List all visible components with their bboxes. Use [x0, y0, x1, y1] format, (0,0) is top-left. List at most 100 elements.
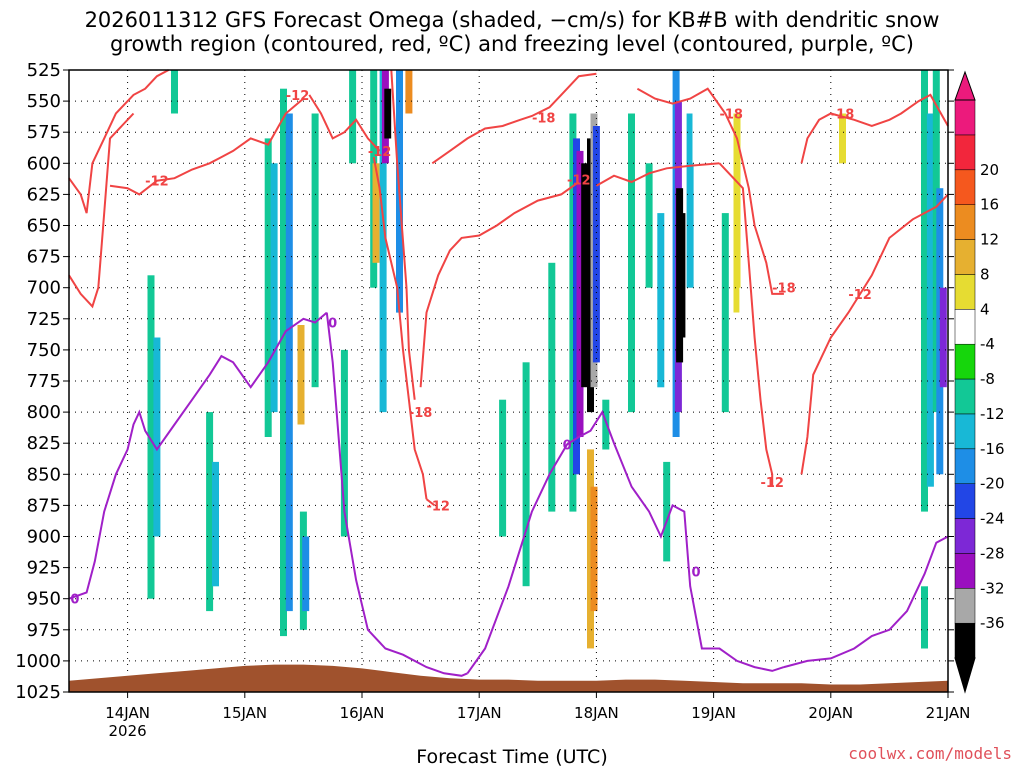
omega-cell — [411, 163, 419, 537]
omega-cell — [780, 70, 788, 263]
omega-cell — [153, 337, 161, 537]
y-tick-label: 650 — [27, 216, 61, 237]
colorbar-label: -24 — [980, 510, 1005, 528]
omega-cell — [698, 113, 706, 388]
x-tick-label: 17JAN — [457, 704, 502, 722]
colorbar-label: 20 — [980, 161, 999, 179]
omega-cell — [212, 461, 219, 587]
colorbar-label: 4 — [980, 300, 990, 318]
omega-cell — [311, 113, 319, 388]
omega-cell — [340, 349, 348, 537]
omega-cell — [171, 70, 178, 114]
y-tick-label: 925 — [27, 558, 61, 579]
omega-cell — [850, 70, 858, 176]
omega-cell — [628, 113, 635, 413]
omega-cell — [590, 486, 598, 612]
colorbar-arrow-high — [954, 70, 976, 101]
contour-label: -12 — [848, 288, 872, 303]
colorbar-label: -12 — [980, 405, 1005, 423]
colorbar-label: 12 — [980, 231, 999, 249]
y-tick-label: 875 — [27, 495, 61, 516]
colorbar-swatch — [954, 553, 976, 589]
colorbar-swatch — [954, 518, 976, 554]
omega-cell — [733, 113, 741, 313]
dgz-contour — [800, 193, 949, 475]
y-tick-label: 625 — [27, 184, 61, 205]
dgz-contour — [419, 181, 580, 388]
colorbar-swatch — [954, 448, 976, 484]
omega-cell — [663, 461, 671, 562]
omega-cell — [147, 275, 155, 599]
freezing-level-contour — [325, 312, 468, 677]
dgz-contour — [425, 498, 436, 507]
gridlines — [69, 70, 948, 692]
dgz-contour — [800, 93, 949, 164]
contour-label: 0 — [691, 565, 700, 580]
colorbar-swatch — [954, 483, 976, 519]
y-tick-label: 700 — [27, 278, 61, 299]
colorbar-label: -28 — [980, 544, 1005, 562]
omega-cell — [358, 113, 366, 562]
omega-cell — [721, 213, 729, 413]
colorbar-swatch — [954, 204, 976, 240]
plot-frame — [68, 69, 949, 693]
omega-cell — [103, 113, 110, 164]
colorbar-swatch — [954, 343, 976, 380]
colorbar-swatch — [954, 99, 976, 136]
omega-cell — [657, 213, 665, 388]
colorbar-swatch — [954, 588, 976, 624]
credit-text: coolwx.com/models — [848, 744, 1012, 763]
omega-cell — [548, 262, 556, 512]
x-tick-label: 15JAN — [222, 704, 267, 722]
y-tick-label: 750 — [27, 340, 61, 361]
omega-cell — [616, 70, 624, 214]
omega-cell — [223, 437, 231, 574]
y-tick-label: 800 — [27, 402, 61, 423]
contour-label: -12 — [368, 145, 392, 160]
chart-title-line-2: growth region (contoured, red, ºC) and f… — [110, 32, 914, 56]
y-tick-label: 1025 — [15, 682, 61, 703]
omega-cell — [868, 113, 876, 226]
dgz-contour — [68, 112, 135, 309]
omega-cell — [235, 213, 243, 313]
omega-cell — [499, 399, 507, 537]
omega-cell — [569, 113, 577, 512]
omega-cell — [285, 113, 293, 612]
colorbar-swatch — [954, 309, 976, 345]
contour-label: -12 — [760, 476, 784, 491]
omega-cell — [739, 287, 747, 363]
contour-label: -12 — [426, 499, 450, 514]
omega-cell — [921, 70, 928, 512]
x-tick-label: 18JAN — [574, 704, 619, 722]
omega-cell — [576, 150, 584, 437]
colorbar-swatch — [954, 134, 976, 171]
dgz-contour — [390, 69, 416, 400]
omega-cell — [384, 88, 392, 139]
omega-cell — [745, 213, 753, 462]
y-tick-label: 575 — [27, 122, 61, 143]
colorbar-label: 16 — [980, 196, 999, 214]
omega-shading — [79, 70, 947, 649]
omega-cell — [692, 70, 700, 164]
dgz-contour — [109, 97, 305, 196]
y-tick-label: 900 — [27, 527, 61, 548]
colorbar-swatch — [954, 378, 976, 415]
y-tick-label: 675 — [27, 247, 61, 268]
colorbar-swatch — [954, 274, 976, 310]
omega-cell — [926, 113, 934, 487]
contour-label: -18 — [772, 282, 796, 297]
colorbar-swatch — [954, 169, 976, 205]
omega-cell — [379, 70, 387, 413]
contour-label: 0 — [328, 317, 337, 332]
omega-cell — [939, 287, 947, 388]
colorbar-label: -4 — [980, 335, 995, 353]
x-tick-label: 14JAN — [105, 704, 150, 722]
omega-cell — [391, 70, 399, 226]
omega-cell — [686, 113, 694, 288]
freezing-level-contour — [466, 409, 785, 674]
omega-cell — [405, 70, 413, 114]
dgz-contour — [718, 162, 774, 487]
omega-cell — [372, 163, 380, 263]
omega-cell — [270, 163, 278, 413]
contour-label: -18 — [831, 108, 855, 123]
